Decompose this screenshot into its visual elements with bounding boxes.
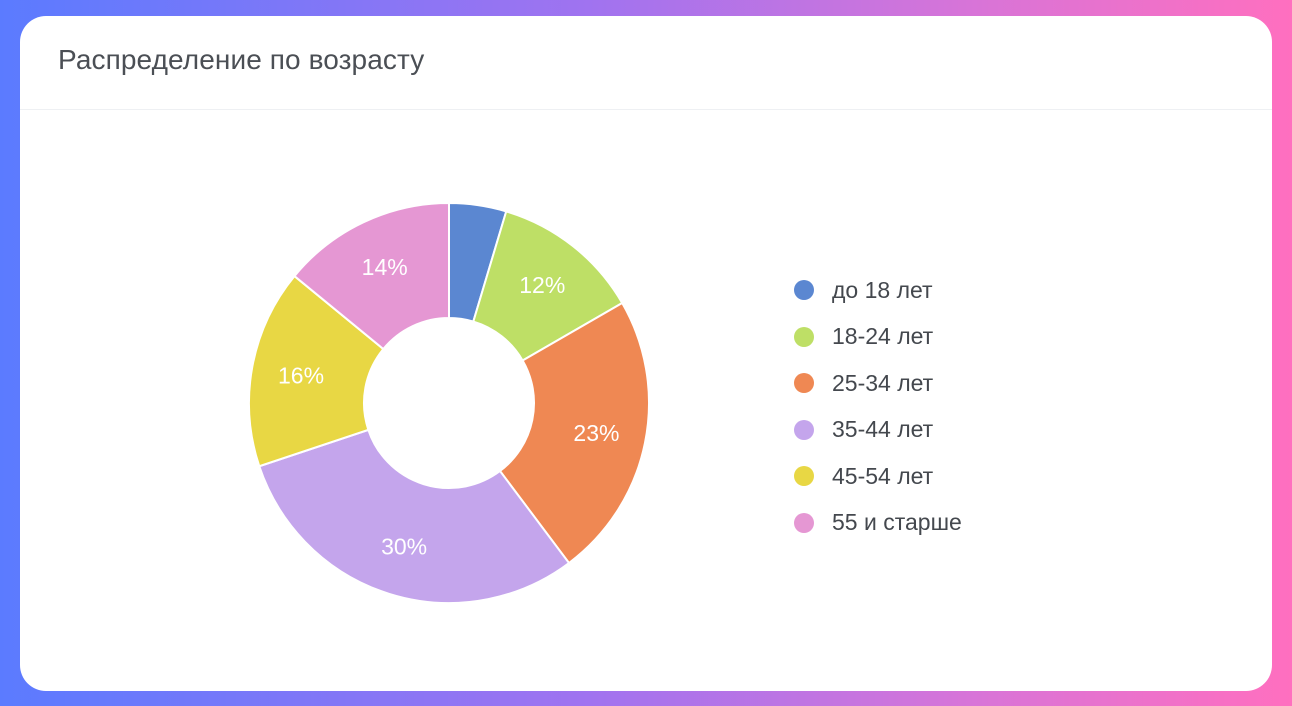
slice-5[interactable] [293, 201, 450, 351]
legend-label: до 18 лет [832, 276, 933, 303]
slice-label-1: 12% [519, 272, 565, 298]
legend-label: 18-24 лет [832, 323, 934, 350]
legend-item-2[interactable]: 25-34 лет [794, 360, 962, 407]
slice-3[interactable] [257, 428, 571, 604]
slice-label-2: 23% [573, 420, 619, 446]
legend-item-1[interactable]: 18-24 лет [794, 314, 962, 361]
legend-item-5[interactable]: 55 и старше [794, 500, 962, 547]
slice-label-5: 14% [362, 254, 408, 280]
slice-2[interactable] [498, 301, 650, 565]
legend-dot-icon [794, 326, 814, 347]
legend-label: 25-34 лет [832, 369, 934, 396]
legend-dot-icon [794, 512, 814, 533]
legend-label: 35-44 лет [832, 416, 934, 443]
age-distribution-card: Распределение по возрасту 12% 23% 30% 16% 14… [20, 16, 1272, 691]
legend-label: 55 и старше [832, 509, 962, 536]
slice-label-4: 16% [278, 363, 324, 389]
legend-item-3[interactable]: 35-44 лет [794, 407, 962, 454]
legend-label: 45-54 лет [832, 462, 934, 489]
card-header: Распределение по возрасту [20, 16, 1272, 110]
card-title: Распределение по возрасту [58, 43, 425, 75]
legend-dot-icon [794, 466, 814, 487]
chart-legend: до 18 лет 18-24 лет 25-34 лет 35-44 лет 45-5… [794, 267, 962, 546]
legend-dot-icon [794, 280, 814, 301]
legend-dot-icon [794, 373, 814, 394]
slice-label-3: 30% [381, 534, 427, 560]
legend-item-0[interactable]: до 18 лет [794, 267, 962, 314]
slice-4[interactable] [248, 274, 385, 468]
donut-chart: 12% 23% 30% 16% 14% [248, 201, 650, 604]
legend-item-4[interactable]: 45-54 лет [794, 453, 962, 500]
legend-dot-icon [794, 419, 814, 440]
